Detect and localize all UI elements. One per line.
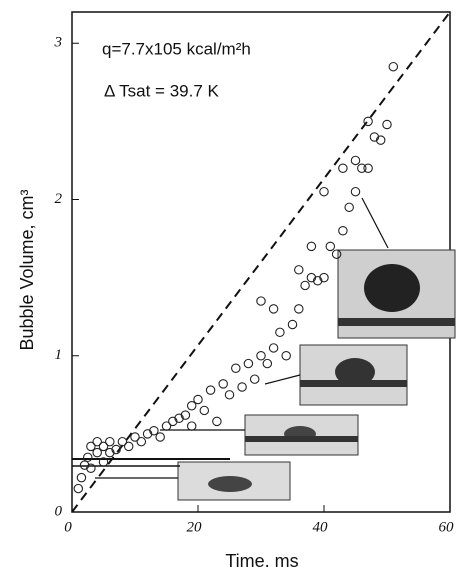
data-point	[357, 163, 367, 174]
data-point	[224, 390, 235, 400]
data-point	[161, 421, 172, 431]
photo-bubble	[208, 476, 252, 492]
data-point	[312, 275, 323, 286]
photo-surface	[338, 318, 455, 326]
data-point	[76, 472, 87, 483]
data-point	[92, 447, 102, 458]
data-point	[73, 483, 84, 494]
data-point	[268, 304, 279, 314]
data-point	[79, 460, 90, 470]
x-axis-label: Time, ms	[225, 551, 298, 567]
data-point	[237, 382, 247, 392]
data-point	[231, 363, 241, 373]
data-point	[300, 280, 310, 291]
data-point	[193, 394, 203, 405]
data-point	[105, 447, 115, 458]
data-point	[83, 452, 93, 463]
data-point	[294, 304, 304, 314]
y-tick-label: 2	[55, 191, 63, 207]
data-point	[344, 202, 354, 213]
data-point	[281, 350, 291, 361]
data-point	[199, 405, 210, 416]
data-point	[105, 436, 115, 447]
data-point	[98, 441, 109, 452]
data-point	[149, 425, 159, 436]
data-point	[98, 457, 109, 467]
data-point	[212, 416, 222, 427]
data-point	[319, 272, 329, 283]
data-point	[155, 432, 165, 442]
data-point	[350, 155, 361, 166]
data-point	[338, 163, 348, 174]
data-point	[111, 444, 121, 455]
data-point	[325, 241, 336, 252]
data-point	[319, 186, 329, 197]
data-point	[338, 226, 348, 236]
data-point	[168, 416, 178, 427]
data-point	[256, 350, 266, 361]
data-point	[92, 436, 102, 447]
data-point	[375, 135, 386, 145]
data-point	[249, 374, 260, 384]
y-tick-label: 3	[54, 35, 63, 51]
y-tick-label: 0	[55, 503, 63, 519]
data-point	[123, 441, 134, 452]
x-tick-label: 0	[64, 519, 72, 535]
y-axis-label: Bubble Volume, cm³	[17, 189, 37, 350]
photo-surface	[300, 380, 407, 387]
data-point	[275, 327, 285, 338]
data-point	[294, 265, 304, 275]
data-point	[363, 116, 373, 127]
data-point	[268, 343, 279, 353]
data-point	[331, 249, 342, 259]
data-point	[306, 241, 317, 252]
arrow	[264, 374, 301, 385]
data-point	[117, 436, 128, 447]
data-point	[388, 61, 399, 72]
annotation: q=7.7x105 kcal/m²h	[102, 39, 251, 58]
data-point	[205, 385, 216, 395]
data-point	[86, 441, 96, 452]
data-point	[262, 358, 273, 369]
x-tick-label: 60	[439, 519, 455, 535]
data-point	[186, 421, 197, 431]
annotation: Δ Tsat = 39.7 K	[104, 81, 220, 100]
arrow	[361, 197, 389, 249]
data-point	[130, 432, 140, 442]
data-point	[287, 319, 298, 330]
data-point	[142, 429, 153, 439]
photo-bubble	[335, 358, 375, 386]
data-point	[174, 413, 184, 423]
x-tick-label: 40	[313, 519, 329, 535]
photo-surface	[245, 436, 358, 442]
data-point	[382, 119, 392, 130]
x-tick-label: 20	[187, 519, 203, 535]
photo-insets	[72, 197, 456, 501]
data-point	[369, 132, 380, 142]
data-point	[186, 400, 197, 411]
photo-bubble	[364, 264, 420, 312]
data-point	[256, 296, 266, 306]
data-point	[306, 272, 317, 283]
data-point	[350, 186, 361, 197]
y-tick-label: 1	[55, 347, 63, 363]
data-point	[180, 410, 191, 420]
data-point	[218, 379, 228, 389]
photo	[177, 461, 291, 501]
data-point	[243, 358, 254, 369]
data-point	[363, 163, 373, 174]
data-point	[136, 436, 147, 447]
data-point	[86, 463, 96, 473]
